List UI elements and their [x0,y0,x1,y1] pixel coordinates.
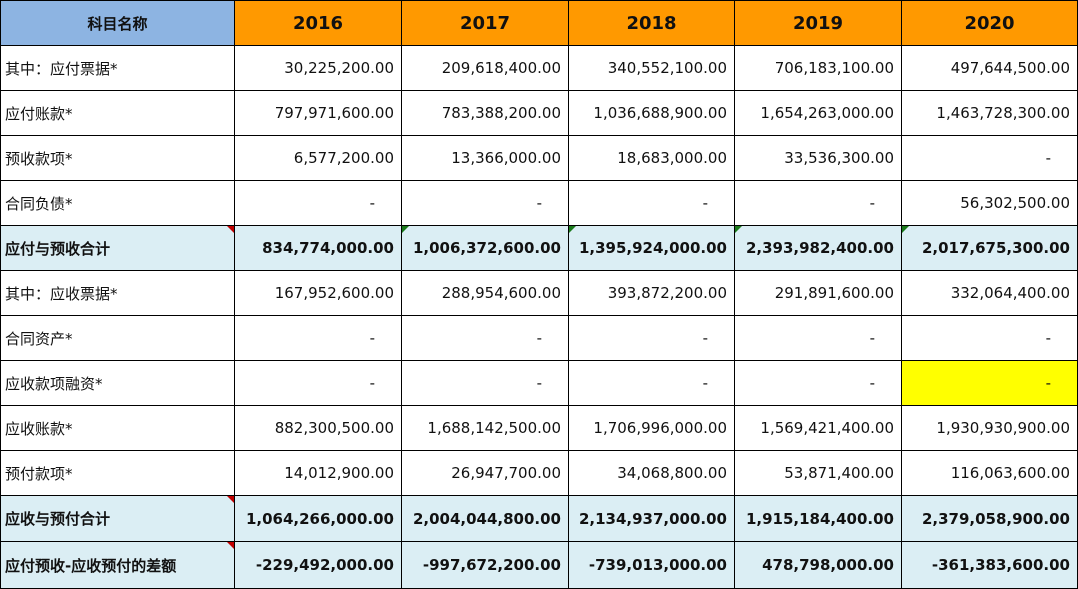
value-cell[interactable]: 2,004,044,800.00 [402,496,569,542]
header-year-cell[interactable]: 2019 [735,0,902,46]
header-year-cell[interactable]: 2017 [402,0,569,46]
value-cell[interactable]: 497,644,500.00 [902,46,1078,91]
value-cell[interactable]: 332,064,400.00 [902,271,1078,316]
value-cell[interactable]: - [902,316,1078,361]
subtotal-row: 应收与预付合计 1,064,266,000.00 2,004,044,800.0… [0,496,1078,542]
value-cell[interactable]: 56,302,500.00 [902,181,1078,226]
value-cell[interactable]: 2,379,058,900.00 [902,496,1078,542]
value-cell[interactable]: 209,618,400.00 [402,46,569,91]
row-label-cell[interactable]: 预付款项* [0,451,235,496]
value-cell[interactable]: 1,006,372,600.00 [402,226,569,271]
value-cell[interactable]: 340,552,100.00 [569,46,735,91]
value-cell[interactable]: - [569,316,735,361]
table-row: 预付款项* 14,012,900.00 26,947,700.00 34,068… [0,451,1078,496]
row-label-cell[interactable]: 合同负债* [0,181,235,226]
value-cell[interactable]: 26,947,700.00 [402,451,569,496]
value-cell[interactable]: - [235,316,402,361]
value-cell[interactable]: -229,492,000.00 [235,542,402,589]
value-cell[interactable]: -361,383,600.00 [902,542,1078,589]
value-cell[interactable]: 13,366,000.00 [402,136,569,181]
table-row: 其中：应付票据* 30,225,200.00 209,618,400.00 34… [0,46,1078,91]
value-cell[interactable]: - [235,361,402,406]
value-cell[interactable]: 1,064,266,000.00 [235,496,402,542]
header-year-cell[interactable]: 2020 [902,0,1078,46]
value-cell[interactable]: 1,036,688,900.00 [569,91,735,136]
value-cell[interactable]: - [402,361,569,406]
value-cell[interactable]: 1,930,930,900.00 [902,406,1078,451]
value-cell[interactable]: - [569,361,735,406]
value-cell[interactable]: - [735,316,902,361]
value-cell[interactable]: 478,798,000.00 [735,542,902,589]
value-cell[interactable]: 1,654,263,000.00 [735,91,902,136]
row-label-cell[interactable]: 其中：应付票据* [0,46,235,91]
value-cell[interactable]: 18,683,000.00 [569,136,735,181]
table-row: 其中：应收票据* 167,952,600.00 288,954,600.00 3… [0,271,1078,316]
table-row: 合同资产* - - - - - [0,316,1078,361]
value-cell[interactable]: - [235,181,402,226]
value-cell[interactable]: 1,688,142,500.00 [402,406,569,451]
value-cell[interactable]: 1,706,996,000.00 [569,406,735,451]
value-cell[interactable]: -739,013,000.00 [569,542,735,589]
row-label-cell[interactable]: 应收与预付合计 [0,496,235,542]
header-year-cell[interactable]: 2018 [569,0,735,46]
highlighted-value-cell[interactable]: - [902,361,1078,406]
value-cell[interactable]: 14,012,900.00 [235,451,402,496]
table-row: 应付账款* 797,971,600.00 783,388,200.00 1,03… [0,91,1078,136]
row-label-cell[interactable]: 预收款项* [0,136,235,181]
table-row: 合同负债* - - - - 56,302,500.00 [0,181,1078,226]
table-row: 应收款项融资* - - - - - [0,361,1078,406]
value-cell[interactable]: 393,872,200.00 [569,271,735,316]
header-label-cell[interactable]: 科目名称 [0,0,235,46]
value-cell[interactable]: 834,774,000.00 [235,226,402,271]
table-row: 预收款项* 6,577,200.00 13,366,000.00 18,683,… [0,136,1078,181]
value-cell[interactable]: - [402,316,569,361]
row-label-cell[interactable]: 其中：应收票据* [0,271,235,316]
difference-row: 应付预收-应收预付的差额 -229,492,000.00 -997,672,20… [0,542,1078,589]
row-label-cell[interactable]: 应付预收-应收预付的差额 [0,542,235,589]
value-cell[interactable]: 1,569,421,400.00 [735,406,902,451]
value-cell[interactable]: 783,388,200.00 [402,91,569,136]
header-row: 科目名称 2016 2017 2018 2019 2020 [0,0,1078,46]
row-label-cell[interactable]: 应付与预收合计 [0,226,235,271]
value-cell[interactable]: 33,536,300.00 [735,136,902,181]
value-cell[interactable]: -997,672,200.00 [402,542,569,589]
value-cell[interactable]: - [902,136,1078,181]
table-row: 应收账款* 882,300,500.00 1,688,142,500.00 1,… [0,406,1078,451]
value-cell[interactable]: 6,577,200.00 [235,136,402,181]
value-cell[interactable]: - [569,181,735,226]
value-cell[interactable]: 2,393,982,400.00 [735,226,902,271]
value-cell[interactable]: 1,463,728,300.00 [902,91,1078,136]
value-cell[interactable]: 291,891,600.00 [735,271,902,316]
value-cell[interactable]: 706,183,100.00 [735,46,902,91]
value-cell[interactable]: 1,915,184,400.00 [735,496,902,542]
row-label-cell[interactable]: 应收账款* [0,406,235,451]
value-cell[interactable]: 797,971,600.00 [235,91,402,136]
row-label-cell[interactable]: 应收款项融资* [0,361,235,406]
value-cell[interactable]: 2,017,675,300.00 [902,226,1078,271]
header-year-cell[interactable]: 2016 [235,0,402,46]
value-cell[interactable]: 167,952,600.00 [235,271,402,316]
row-label-cell[interactable]: 应付账款* [0,91,235,136]
value-cell[interactable]: 116,063,600.00 [902,451,1078,496]
subtotal-row: 应付与预收合计 834,774,000.00 1,006,372,600.00 … [0,226,1078,271]
value-cell[interactable]: - [735,361,902,406]
value-cell[interactable]: 288,954,600.00 [402,271,569,316]
value-cell[interactable]: 34,068,800.00 [569,451,735,496]
value-cell[interactable]: 882,300,500.00 [235,406,402,451]
row-label-cell[interactable]: 合同资产* [0,316,235,361]
value-cell[interactable]: 2,134,937,000.00 [569,496,735,542]
value-cell[interactable]: 1,395,924,000.00 [569,226,735,271]
value-cell[interactable]: - [402,181,569,226]
value-cell[interactable]: 30,225,200.00 [235,46,402,91]
value-cell[interactable]: 53,871,400.00 [735,451,902,496]
value-cell[interactable]: - [735,181,902,226]
